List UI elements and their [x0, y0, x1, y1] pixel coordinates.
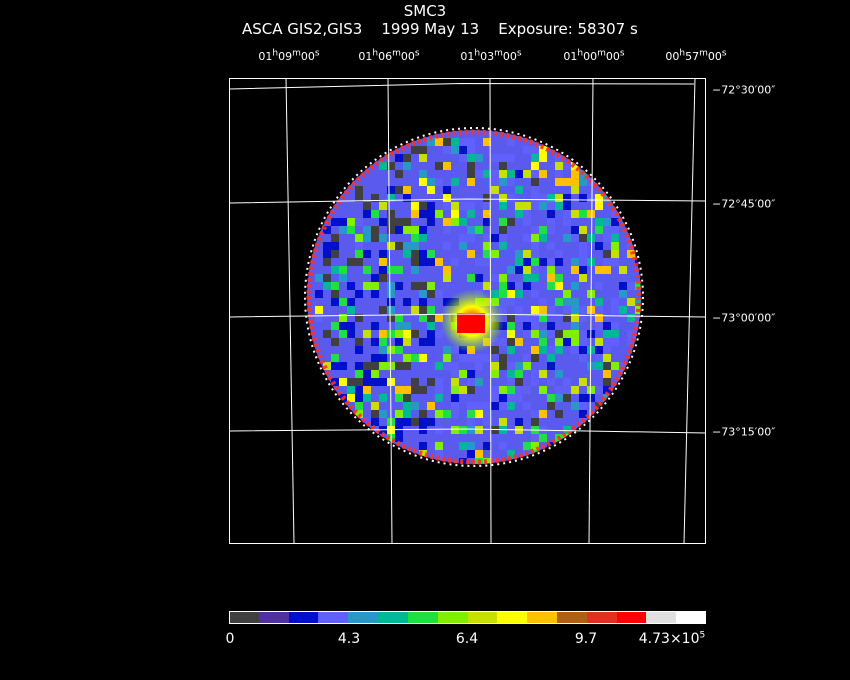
- dec-label-2: −73°00′00″: [712, 311, 776, 325]
- colorbar-swatch-7: [437, 611, 468, 624]
- colorbar-swatch-5: [378, 611, 408, 624]
- target-title: SMC3: [403, 2, 447, 20]
- colorbar-swatch-2: [288, 611, 319, 624]
- colorbar-swatch-10: [527, 611, 557, 624]
- coordinate-grid: [229, 78, 706, 544]
- ra-label-4: 00h57m00s: [665, 48, 727, 63]
- observation-subtitle: ASCA GIS2,GIS3 1999 May 13 Exposure: 583…: [242, 20, 638, 38]
- colorbar-swatch-15: [676, 611, 706, 624]
- ra-label-3: 01h00m00s: [563, 48, 625, 63]
- map-frame: [229, 78, 706, 544]
- exposure-label: Exposure: 58307 s: [498, 20, 638, 38]
- instrument-label: ASCA GIS2,GIS3: [242, 20, 363, 38]
- bright-source-core: [457, 313, 485, 333]
- dec-label-3: −73°15′00″: [712, 425, 776, 439]
- xray-image-map[interactable]: [229, 78, 706, 544]
- colorbar-swatch-12: [586, 611, 617, 624]
- colorbar: [229, 611, 706, 624]
- colorbar-max-label: 4.73×105: [638, 630, 706, 647]
- ra-label-1: 01h06m00s: [358, 48, 420, 63]
- colorbar-swatch-8: [467, 611, 498, 624]
- fov-edge: [306, 129, 642, 465]
- colorbar-tick-0: 0: [225, 631, 235, 647]
- colorbar-tick-1: 4.3: [337, 631, 361, 647]
- colorbar-swatch-14: [646, 611, 677, 624]
- ra-label-2: 01h03m00s: [460, 48, 522, 63]
- fov-edge-outer: [304, 127, 644, 467]
- date-label: 1999 May 13: [381, 20, 480, 38]
- colorbar-swatch-6: [407, 611, 438, 624]
- colorbar-swatch-1: [258, 611, 289, 624]
- ra-label-0: 01h09m00s: [258, 48, 320, 63]
- colorbar-swatch-9: [497, 611, 528, 624]
- colorbar-swatch-3: [318, 611, 349, 624]
- colorbar-tick-2: 6.4: [455, 631, 479, 647]
- colorbar-swatch-13: [616, 611, 647, 624]
- dec-label-0: −72°30′00″: [712, 83, 776, 97]
- colorbar-swatch-0: [229, 611, 259, 624]
- dec-label-1: −72°45′00″: [712, 197, 776, 211]
- colorbar-swatch-11: [556, 611, 587, 624]
- colorbar-tick-3: 9.7: [574, 631, 598, 647]
- colorbar-swatch-4: [348, 611, 379, 624]
- colorbar-frame: [229, 611, 706, 624]
